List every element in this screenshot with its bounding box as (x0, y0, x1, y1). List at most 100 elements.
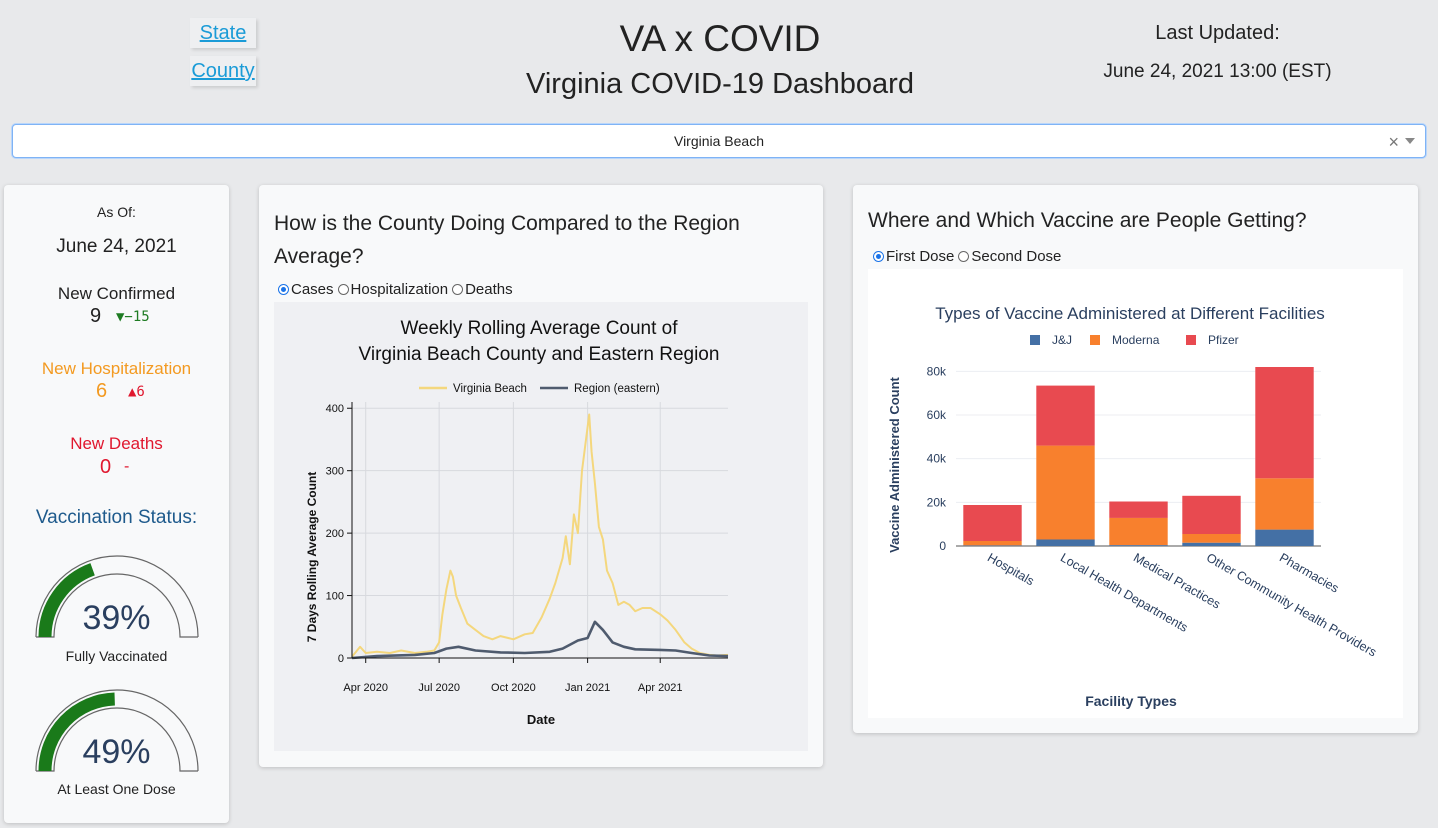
radio-first-dose[interactable]: First Dose (873, 248, 954, 265)
new-hospitalization-label: New Hospitalization (41, 359, 192, 378)
bar-chart[interactable]: Types of Vaccine Administered at Differe… (868, 269, 1403, 718)
bar-jj-3[interactable] (1182, 542, 1241, 546)
bar-pfizer-1[interactable] (1036, 385, 1095, 446)
line-chart-ytick-label: 300 (326, 466, 344, 478)
county-comparison-question: How is the County Doing Compared to the … (274, 212, 740, 268)
line-chart-ytick-label: 200 (326, 528, 344, 540)
fully-vaccinated-gauge-fill (38, 563, 96, 638)
radio-deaths-dot[interactable] (452, 284, 464, 295)
legend-pfizer-label: Pfizer (1208, 333, 1239, 347)
bar-chart-ylabel: Vaccine Administered Count (887, 376, 902, 552)
first-dose-gauge (35, 689, 199, 772)
line-chart-xtick-label: Apr 2020 (343, 682, 388, 694)
line-chart-xtick-label: Apr 2021 (638, 682, 683, 694)
line-series-region-eastern[interactable] (351, 620, 729, 660)
bar-chart-title: Types of Vaccine Administered at Differe… (935, 304, 1325, 323)
page-subtitle: Virginia COVID-19 Dashboard (526, 68, 914, 100)
line-chart-ylabel: 7 Days Rolling Average Count (305, 472, 319, 642)
vaccine-question: Where and Which Vaccine are People Getti… (868, 209, 1307, 232)
bar-jj-4[interactable] (1255, 529, 1314, 546)
bar-moderna-2[interactable] (1109, 517, 1168, 546)
bar-moderna-0[interactable] (963, 541, 1022, 546)
bar-pfizer-2[interactable] (1109, 501, 1168, 518)
new-confirmed-value: 9 (90, 305, 102, 327)
line-chart[interactable]: Weekly Rolling Average Count of Virginia… (274, 302, 808, 751)
new-hospitalization-value: 6 (96, 380, 108, 402)
legend-moderna-swatch (1090, 335, 1100, 345)
bar-jj-1[interactable] (1036, 539, 1095, 547)
line-chart-xtick-label: Oct 2020 (491, 682, 536, 694)
line-chart-title-1: Weekly Rolling Average Count of (400, 318, 678, 339)
line-chart-panel: Weekly Rolling Average Count of Virginia… (274, 302, 808, 751)
new-deaths-label: New Deaths (70, 434, 163, 453)
line-chart-title-2: Virginia Beach County and Eastern Region (359, 344, 720, 365)
new-deaths-delta: - (124, 458, 130, 475)
radio-second-dose-dot[interactable] (958, 251, 970, 262)
clear-icon[interactable]: × (1388, 132, 1399, 152)
line-chart-ytick-label: 100 (326, 591, 344, 603)
line-chart-xtick-label: Jan 2021 (565, 682, 610, 694)
vaccination-status-title: Vaccination Status: (35, 507, 198, 528)
bar-jj-0[interactable] (963, 545, 1022, 546)
radio-second-dose[interactable]: Second Dose (958, 248, 1061, 265)
radio-first-dose-label: First Dose (886, 248, 955, 265)
bar-chart-xtick-label: Hospitals (985, 550, 1037, 588)
legend-region-label: Region (eastern) (574, 383, 660, 395)
fully-vaccinated-percent: 39% (82, 599, 151, 637)
first-dose-gauge-fill (38, 692, 116, 772)
bar-chart-panel: Types of Vaccine Administered at Differe… (868, 269, 1403, 718)
as-of-date: June 24, 2021 (56, 236, 177, 257)
legend-pfizer-swatch (1186, 335, 1196, 345)
chevron-down-icon[interactable] (1405, 138, 1415, 144)
page-title: VA x COVID (619, 18, 821, 59)
as-of-label: As Of: (97, 204, 136, 220)
line-chart-ytick-label: 400 (326, 403, 344, 415)
metric-radio-group: Cases Hospitalization Deaths (278, 281, 517, 298)
bar-chart-ytick-label: 20k (927, 495, 947, 509)
bar-pfizer-0[interactable] (963, 505, 1022, 541)
state-link[interactable]: State (190, 18, 256, 48)
county-dropdown-value: Virginia Beach (673, 133, 765, 149)
line-series-virginia-beach[interactable] (351, 413, 729, 658)
new-confirmed-label: New Confirmed (57, 284, 176, 303)
new-hospitalization-delta: ▲6 (128, 384, 145, 400)
bar-pfizer-3[interactable] (1182, 495, 1241, 534)
radio-hospitalization-label: Hospitalization (350, 281, 449, 298)
radio-cases[interactable]: Cases (278, 281, 334, 298)
legend-jj-swatch (1030, 335, 1040, 345)
bar-chart-xlabel: Facility Types (1085, 693, 1177, 709)
bar-chart-xtick-label: Pharmacies (1277, 550, 1341, 595)
bar-chart-xtick-label: Local Health Departments (1058, 550, 1190, 634)
county-comparison-card: How is the County Doing Compared to the … (259, 185, 823, 767)
bar-jj-2[interactable] (1109, 545, 1168, 546)
new-confirmed-delta: ▼−15 (116, 309, 150, 325)
county-dropdown[interactable]: Virginia Beach × (12, 124, 1426, 158)
bar-moderna-1[interactable] (1036, 445, 1095, 540)
radio-deaths-label: Deaths (465, 281, 513, 298)
bar-moderna-3[interactable] (1182, 534, 1241, 543)
bar-pfizer-4[interactable] (1255, 367, 1314, 479)
line-chart-ytick-label: 0 (338, 653, 344, 665)
radio-first-dose-dot[interactable] (873, 251, 884, 262)
county-link[interactable]: County (190, 56, 256, 86)
stats-card: As Of: June 24, 2021 New Confirmed 9 ▼−1… (4, 185, 229, 823)
bar-chart-ytick-label: 60k (927, 408, 947, 422)
radio-cases-dot[interactable] (278, 284, 289, 295)
legend-jj-label: J&J (1052, 333, 1072, 347)
fully-vaccinated-gauge (35, 555, 199, 638)
bar-chart-ytick-label: 40k (927, 452, 947, 466)
radio-hospitalization-dot[interactable] (337, 284, 349, 295)
radio-cases-label: Cases (291, 281, 334, 298)
last-updated-label: Last Updated: (1155, 22, 1280, 44)
radio-hospitalization[interactable]: Hospitalization (337, 281, 449, 298)
bar-chart-ytick-label: 0 (939, 539, 946, 553)
bar-chart-ytick-label: 80k (927, 364, 947, 378)
line-chart-xtick-label: Jul 2020 (418, 682, 460, 694)
legend-virginia-beach-label: Virginia Beach (453, 383, 527, 395)
radio-deaths[interactable]: Deaths (452, 281, 513, 298)
radio-second-dose-label: Second Dose (971, 248, 1062, 265)
first-dose-percent: 49% (82, 733, 151, 771)
first-dose-label: At Least One Dose (57, 781, 176, 797)
vaccine-card: Where and Which Vaccine are People Getti… (853, 185, 1418, 733)
bar-moderna-4[interactable] (1255, 478, 1314, 530)
